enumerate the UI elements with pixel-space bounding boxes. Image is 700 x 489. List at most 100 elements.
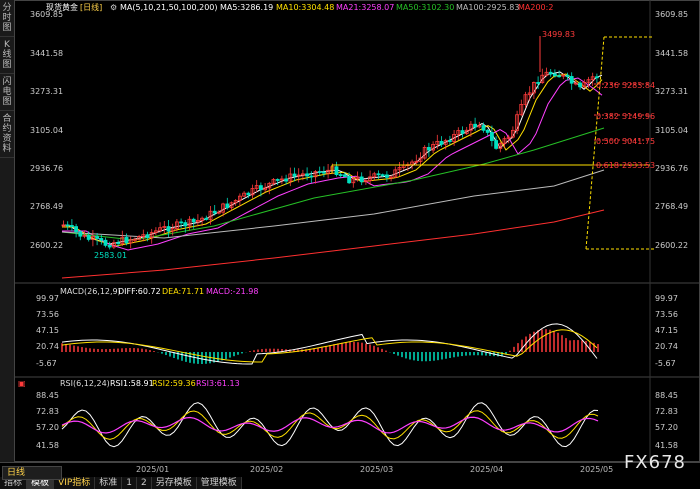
tab-1[interactable]: 1 <box>122 477 138 489</box>
sidebar-item-intraday[interactable]: 分时图 <box>0 0 14 37</box>
gear-icon[interactable]: ⚙ <box>110 3 117 12</box>
tab-2[interactable]: 2 <box>137 477 152 489</box>
tab-save-template[interactable]: 另存模板 <box>151 477 197 489</box>
candle-body <box>498 143 503 149</box>
macd-tick: 99.97 <box>655 294 678 303</box>
price-tick: 3609.85 <box>30 10 63 19</box>
fib-382-price: 3149.96 <box>622 112 655 121</box>
candle-body <box>389 176 394 179</box>
candle-body <box>279 178 284 181</box>
candle-body <box>443 140 448 145</box>
candle-body <box>237 195 242 201</box>
macd-tick: 20.74 <box>36 342 59 351</box>
ma5-value: MA5:3286.19 <box>220 3 273 12</box>
fib-trend-line[interactable] <box>585 36 605 250</box>
date-label: 2025/04 <box>470 465 504 474</box>
fib-500-price: 3041.75 <box>622 137 655 146</box>
rsi-tick: 88.45 <box>36 391 59 400</box>
candle-body <box>590 76 595 81</box>
rsi-lines <box>61 402 599 448</box>
tab-standard[interactable]: 标准 <box>95 477 123 489</box>
candle-body <box>216 211 221 214</box>
macd-tick: 73.56 <box>36 310 59 319</box>
price-tick: 3105.04 <box>30 126 63 135</box>
candle-body <box>124 236 129 244</box>
candle-body <box>187 218 192 227</box>
ma-line <box>61 209 605 279</box>
period-selector[interactable]: 日线 <box>2 466 62 480</box>
candle-body <box>133 238 137 241</box>
rsi-title: RSI(6,12,24) <box>60 379 110 388</box>
candle-body <box>372 173 377 178</box>
candle-body <box>284 178 289 182</box>
candle-body <box>183 222 188 227</box>
candle-body <box>481 125 486 131</box>
candle-body <box>347 176 352 184</box>
candle-body <box>296 174 301 177</box>
candle-body <box>532 82 536 94</box>
candle-body <box>515 114 520 131</box>
rsi-axis-right: 88.45 72.83 57.20 41.58 <box>655 391 678 450</box>
candle-body <box>342 174 347 177</box>
tab-template[interactable]: 模板 <box>27 477 55 489</box>
ma10-value: MA10:3304.48 <box>276 3 334 12</box>
sidebar-item-kline[interactable]: K线图 <box>0 37 14 74</box>
sidebar-item-contract-info[interactable]: 合约资料 <box>0 111 14 158</box>
macd-tick: 99.97 <box>36 294 59 303</box>
candle-body <box>204 217 209 220</box>
candle-body <box>128 239 133 244</box>
candle-body <box>519 103 524 116</box>
candle-body <box>351 178 356 184</box>
date-axis: 2025/01 2025/02 2025/03 2025/04 2025/05 <box>0 463 700 475</box>
price-tick: 2600.22 <box>30 241 63 250</box>
candle-body <box>86 234 91 240</box>
candle-body <box>447 140 452 142</box>
candle-body <box>502 138 507 144</box>
price-tick: 2936.76 <box>30 164 63 173</box>
rsi-close-icon[interactable]: ▣ <box>18 379 26 388</box>
tab-vip-indicator[interactable]: VIP指标 <box>54 477 96 489</box>
candle-body <box>149 232 154 239</box>
candle-body <box>65 224 70 227</box>
rsi-tick: 72.83 <box>655 407 678 416</box>
kline-chart-area[interactable]: 现货黄金 [日线] ⚙ MA(5,10,21,50,100,200) MA5:3… <box>14 0 700 462</box>
candle-body <box>477 125 482 128</box>
candle-body <box>326 169 331 174</box>
date-label: 2025/02 <box>250 465 284 474</box>
candle-body <box>334 166 339 175</box>
price-tick: 2936.76 <box>655 164 688 173</box>
sidebar-item-label: 闪电图 <box>2 77 12 107</box>
fib-500-ratio: 0.500 <box>596 137 619 146</box>
chart-border <box>14 0 700 462</box>
candle-body <box>473 123 478 128</box>
macd-diff: DIFF:60.72 <box>118 287 161 296</box>
macd-tick: 47.15 <box>36 326 59 335</box>
candle-body <box>212 210 217 214</box>
candle-body <box>225 203 230 209</box>
price-tick: 3105.04 <box>655 126 688 135</box>
candle-body <box>116 242 120 245</box>
sidebar-item-lightning[interactable]: 闪电图 <box>0 74 14 111</box>
candle-body <box>120 236 125 245</box>
macd-tick: -5.67 <box>655 359 676 368</box>
chart-type-sidebar: 分时图 K线图 闪电图 合约资料 <box>0 0 15 462</box>
macd-title: MACD(26,12,9) <box>60 287 121 296</box>
candle-body <box>363 180 368 183</box>
candle-body <box>595 76 599 79</box>
macd-dea: DEA:71.71 <box>162 287 204 296</box>
date-label: 2025/01 <box>136 465 170 474</box>
macd-tick: -5.67 <box>36 359 57 368</box>
candle-body <box>536 82 540 84</box>
fibonacci-drawing[interactable]: 0.236 3283.84 0.382 3149.96 0.500 3041.7… <box>331 36 655 250</box>
candle-body <box>485 129 490 133</box>
tab-indicator[interactable]: 指标 <box>0 477 28 489</box>
macd-axis-right: 99.97 73.56 47.15 20.74 -5.67 <box>655 294 678 368</box>
candle-body <box>548 71 553 75</box>
fib-618-ratio: 0.618 <box>596 161 619 170</box>
high-price-label: 3499.83 <box>542 30 575 39</box>
candle-body <box>565 74 570 77</box>
tab-manage-template[interactable]: 管理模板 <box>196 477 242 489</box>
macd-tick: 73.56 <box>655 310 678 319</box>
price-tick: 3273.31 <box>655 87 688 96</box>
candle-body <box>158 227 163 232</box>
